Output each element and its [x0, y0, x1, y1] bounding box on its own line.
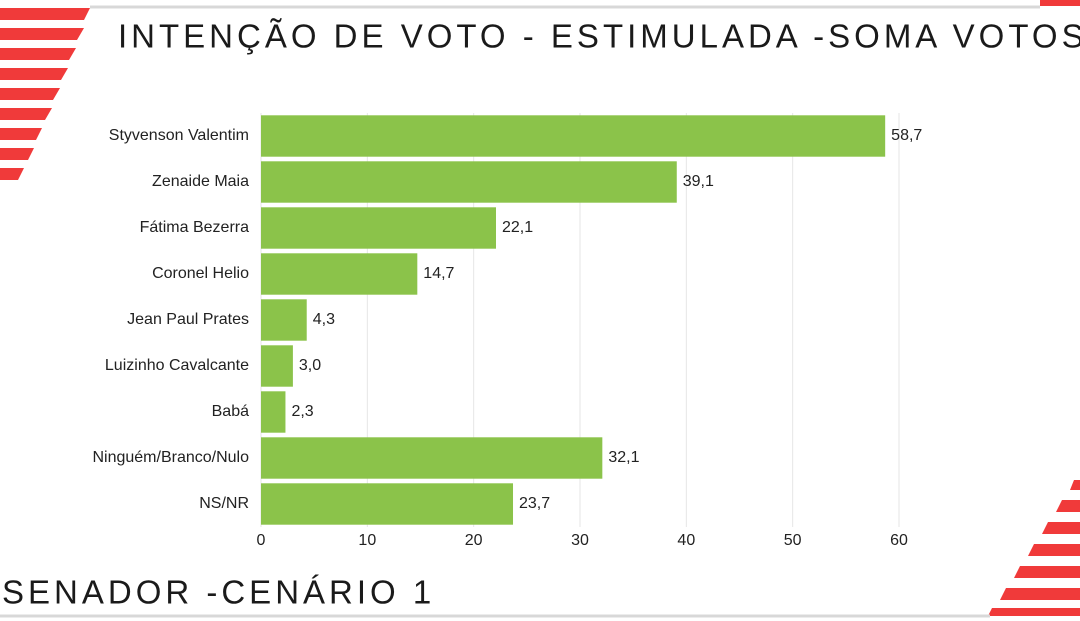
y-tick-label: Luizinho Cavalcante [105, 357, 249, 374]
bar [261, 483, 514, 525]
y-tick-label: Babá [212, 403, 249, 420]
data-label: 39,1 [683, 173, 714, 190]
data-label: 4,3 [313, 311, 335, 328]
data-label: 2,3 [291, 403, 313, 420]
chart-subtitle: SENADOR -CENÁRIO 1 [2, 574, 435, 611]
x-tick-label: 60 [890, 532, 908, 549]
bar [261, 207, 496, 249]
data-label: 32,1 [608, 449, 639, 466]
bar [261, 391, 286, 433]
bar [261, 115, 886, 157]
x-tick-label: 0 [257, 532, 266, 549]
bar [261, 437, 603, 479]
y-tick-label: Ninguém/Branco/Nulo [92, 449, 249, 466]
y-tick-label: Fátima Bezerra [140, 219, 249, 236]
data-label: 58,7 [891, 127, 922, 144]
x-tick-label: 20 [465, 532, 483, 549]
data-label: 14,7 [423, 265, 454, 282]
data-label: 23,7 [519, 495, 550, 512]
x-tick-label: 10 [358, 532, 376, 549]
y-tick-label: Coronel Helio [152, 265, 249, 282]
data-label: 3,0 [299, 357, 321, 374]
bar [261, 345, 293, 387]
y-tick-label: Jean Paul Prates [127, 311, 249, 328]
data-label: 22,1 [502, 219, 533, 236]
x-tick-label: 40 [677, 532, 695, 549]
y-tick-label: NS/NR [199, 495, 249, 512]
bar [261, 299, 307, 341]
bar [261, 253, 418, 295]
y-tick-label: Styvenson Valentim [109, 127, 249, 144]
y-tick-label: Zenaide Maia [152, 173, 249, 190]
chart-title: INTENÇÃO DE VOTO - ESTIMULADA -SOMA VOTO… [118, 18, 1080, 55]
x-tick-label: 50 [784, 532, 802, 549]
bar [261, 161, 677, 203]
x-tick-label: 30 [571, 532, 589, 549]
